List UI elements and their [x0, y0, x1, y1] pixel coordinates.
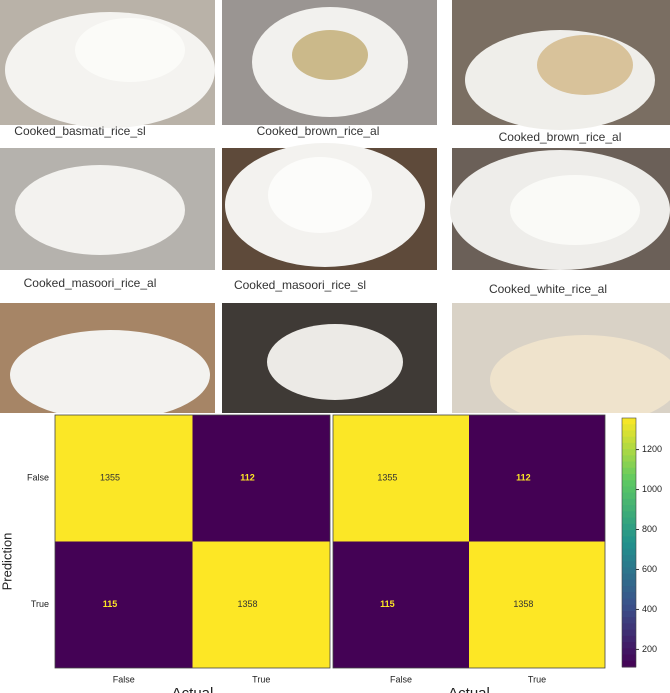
colorbar-segment	[622, 642, 636, 649]
heatmap-cell	[55, 541, 193, 668]
cell-value: 1355	[100, 473, 120, 483]
plot-frame	[54, 414, 331, 669]
cell-value: 115	[103, 599, 118, 609]
cell-value: 1355	[377, 473, 397, 483]
colorbar-segment	[622, 430, 636, 438]
colorbar-segment	[622, 517, 636, 525]
x-tick-label: False	[390, 674, 412, 684]
rice	[268, 157, 372, 233]
plate	[15, 165, 185, 255]
cell-value: 1358	[237, 599, 257, 609]
colorbar-segment	[622, 654, 636, 662]
heatmap-cell	[333, 415, 469, 542]
x-axis-label: Actual	[448, 685, 490, 693]
colorbar-segment	[622, 610, 636, 618]
colorbar-segment	[622, 554, 636, 562]
photo-caption: Cooked_basmati_rice_sl	[14, 124, 145, 138]
colorbar-segment	[622, 424, 636, 431]
colorbar-segment	[622, 511, 636, 519]
colorbar-segment	[622, 498, 636, 506]
rice	[292, 30, 368, 80]
x-tick-label: False	[113, 674, 135, 684]
photo-caption: Cooked_masoori_rice_al	[24, 276, 157, 290]
plate	[267, 324, 403, 400]
cell-value: 115	[380, 599, 395, 609]
y-axis-label: Prediction	[0, 533, 14, 591]
heatmap-cell	[192, 541, 330, 668]
colorbar-tick-label: 800	[642, 524, 657, 534]
colorbar-segment	[622, 604, 636, 612]
colorbar-segment	[622, 467, 636, 475]
colorbar-segment	[622, 436, 636, 444]
cell-value: 112	[240, 473, 255, 483]
rice	[510, 175, 640, 245]
colorbar-segment	[622, 492, 636, 500]
colorbar-segment	[622, 623, 636, 631]
heatmap-cell	[333, 541, 469, 668]
photo-caption: Cooked_brown_rice_al	[499, 130, 622, 144]
plot-frame	[332, 414, 606, 669]
photos	[0, 0, 670, 425]
colorbar-segment	[622, 598, 636, 606]
x-tick-label: True	[528, 674, 546, 684]
colorbar-segment	[622, 418, 636, 425]
colorbar-segment	[622, 648, 636, 656]
colorbar-segment	[622, 542, 636, 550]
colorbar-segment	[622, 561, 636, 568]
cell-value: 112	[516, 473, 531, 483]
colorbar-segment	[622, 474, 636, 481]
heatmap-cell	[192, 415, 330, 542]
colorbar-tick-label: 400	[642, 604, 657, 614]
colorbar-tick-label: 1000	[642, 484, 662, 494]
colorbar-segment	[622, 455, 636, 463]
colorbar-segment	[622, 480, 636, 487]
plate	[10, 330, 210, 420]
colorbar-segment	[622, 629, 636, 637]
y-tick-label: False	[27, 473, 49, 483]
photo-caption: Cooked_brown_rice_al	[257, 124, 380, 138]
colorbar-frame	[621, 417, 637, 668]
colorbar-segment	[622, 592, 636, 600]
rice	[75, 18, 185, 82]
colorbar-segment	[622, 523, 636, 531]
colorbar-segment	[622, 449, 636, 456]
photo-caption: Cooked_white_rice_al	[489, 282, 607, 296]
heatmap-cell	[469, 541, 605, 668]
colorbar-segment	[622, 567, 636, 575]
colorbar-segment	[622, 617, 636, 624]
colorbar-segment	[622, 505, 636, 512]
rice	[537, 35, 633, 95]
colorbar-segment	[622, 635, 636, 643]
x-tick-label: True	[252, 674, 270, 684]
photo-caption: Cooked_masoori_rice_sl	[234, 278, 366, 292]
colorbar-segment	[622, 579, 636, 587]
rice	[490, 335, 670, 425]
heatmap-cell	[55, 415, 193, 542]
colorbar-tick-label: 600	[642, 564, 657, 574]
colorbar-segment	[622, 442, 636, 450]
colorbar-segment	[622, 573, 636, 581]
colorbar-segment	[622, 660, 636, 668]
cell-value: 1358	[513, 599, 533, 609]
heatmap-cell	[469, 415, 605, 542]
y-tick-label: True	[31, 599, 49, 609]
colorbar-segment	[622, 461, 636, 469]
colorbar-segment	[622, 586, 636, 593]
x-axis-label: Actual	[172, 685, 214, 693]
colorbar-tick-label: 1200	[642, 444, 662, 454]
colorbar-tick-label: 200	[642, 644, 657, 654]
colorbar-segment	[622, 536, 636, 543]
colorbar-segment	[622, 530, 636, 537]
colorbar-segment	[622, 548, 636, 556]
colorbar-segment	[622, 486, 636, 494]
